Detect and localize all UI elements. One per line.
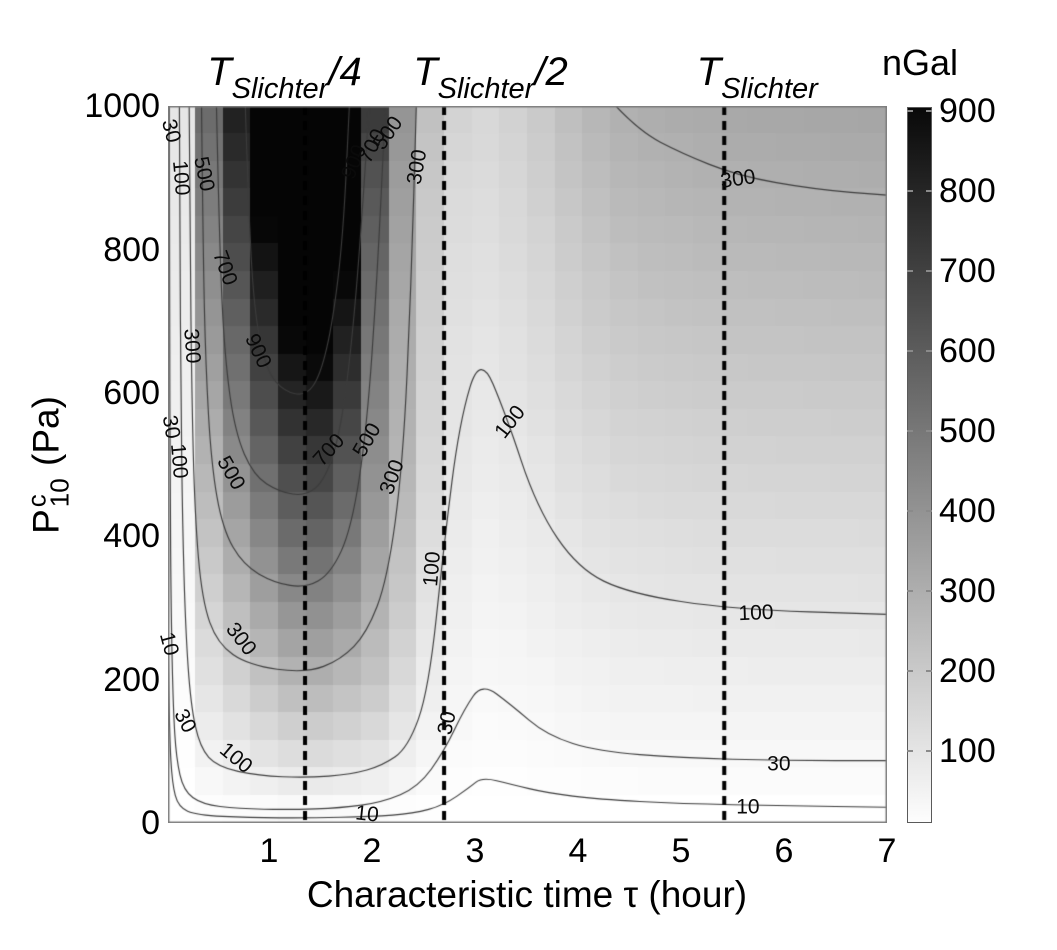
colorbar-tick-label: 800 bbox=[939, 172, 996, 210]
colorbar-gradient bbox=[907, 107, 932, 823]
x-tick-label: 4 bbox=[568, 832, 588, 870]
x-tick-label: 6 bbox=[774, 832, 794, 870]
colorbar-title: nGal bbox=[881, 42, 959, 83]
colorbar-tick-label: 600 bbox=[939, 332, 996, 370]
x-axis-label: Characteristic time τ (hour) bbox=[306, 874, 748, 915]
y-tick-label: 600 bbox=[103, 373, 160, 412]
title-symbol: T bbox=[207, 50, 232, 94]
y-label-subscript: 10 bbox=[45, 478, 75, 508]
y-label-base: P bbox=[26, 509, 67, 534]
title-symbol: T bbox=[413, 50, 438, 94]
colorbar-tick-label: 700 bbox=[939, 252, 996, 290]
colorbar-tick-label: 500 bbox=[939, 412, 996, 450]
reference-title-tslichter-4: TSlichter/4 bbox=[207, 50, 362, 105]
title-subscript: Slichter bbox=[721, 73, 818, 105]
y-tick-label: 400 bbox=[103, 517, 160, 556]
x-tick-label: 2 bbox=[362, 832, 382, 870]
y-tick-label: 0 bbox=[141, 804, 160, 842]
title-subscript: Slichter bbox=[437, 73, 535, 105]
y-tick-label: 200 bbox=[103, 660, 160, 699]
title-suffix: /2 bbox=[534, 50, 568, 94]
y-tick-label: 1000 bbox=[84, 87, 160, 126]
colorbar-tick-label: 300 bbox=[939, 572, 996, 610]
y-label-unit-text: (Pa) bbox=[26, 396, 67, 467]
x-tick-label: 5 bbox=[671, 832, 691, 870]
x-tick-label: 3 bbox=[465, 832, 485, 870]
title-symbol: T bbox=[696, 50, 722, 94]
colorbar-tick-label: 900 bbox=[939, 92, 996, 130]
x-tick-label: 1 bbox=[259, 832, 279, 870]
title-suffix: /4 bbox=[328, 50, 362, 94]
colorbar-tick-label: 200 bbox=[939, 652, 996, 690]
y-label-unit bbox=[26, 466, 68, 476]
x-tick-label: 7 bbox=[877, 832, 897, 870]
y-tick-label: 800 bbox=[103, 230, 160, 269]
reference-title-tslichter: TSlichter bbox=[696, 50, 818, 105]
colorbar-tick-label: 400 bbox=[939, 492, 996, 530]
title-subscript: Slichter bbox=[231, 73, 329, 105]
reference-title-tslichter-2: TSlichter/2 bbox=[413, 50, 568, 105]
contour-plot-canvas bbox=[168, 106, 887, 823]
colorbar-tick-label: 100 bbox=[939, 732, 996, 770]
